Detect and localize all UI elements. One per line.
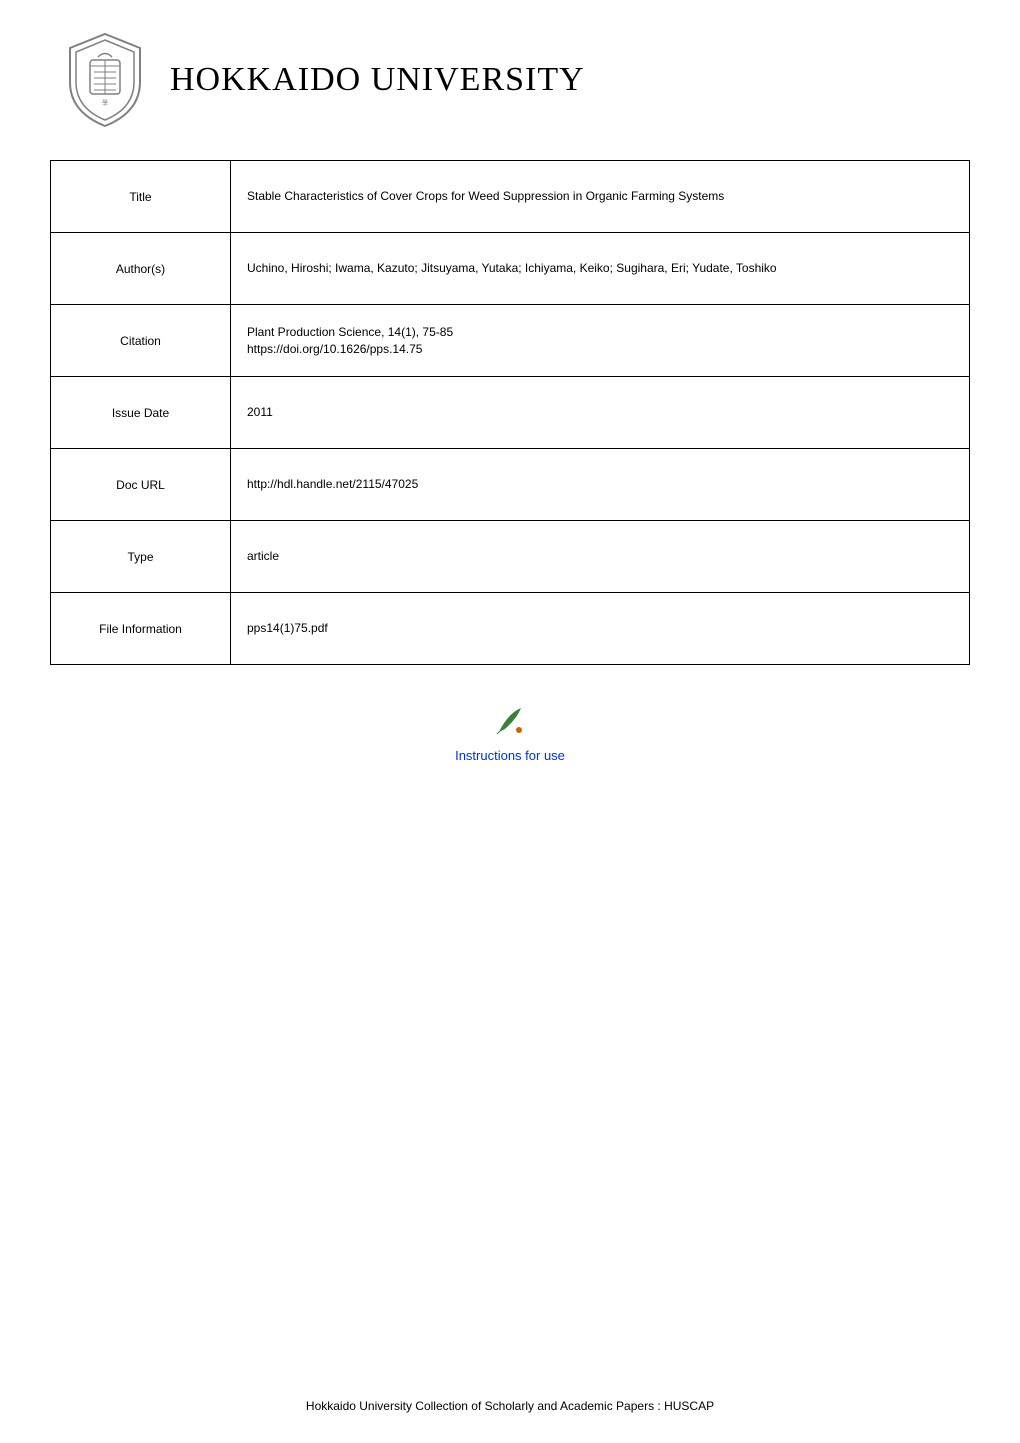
label-type: Type [51,521,231,593]
table-row: File Information pps14(1)75.pdf [51,593,970,665]
table-row: Title Stable Characteristics of Cover Cr… [51,161,970,233]
university-name: HOKKAIDO UNIVERSITY [170,61,585,99]
value-title: Stable Characteristics of Cover Crops fo… [231,161,970,233]
quill-icon [494,705,526,737]
table-row: Type article [51,521,970,593]
metadata-table: Title Stable Characteristics of Cover Cr… [50,160,970,665]
svg-text:學: 學 [102,99,108,107]
value-type: article [231,521,970,593]
value-doc-url: http://hdl.handle.net/2115/47025 [231,449,970,521]
instructions-block: Instructions for use [0,705,1020,763]
value-issue-date: 2011 [231,377,970,449]
label-authors: Author(s) [51,233,231,305]
table-row: Issue Date 2011 [51,377,970,449]
label-file-info: File Information [51,593,231,665]
value-authors: Uchino, Hiroshi; Iwama, Kazuto; Jitsuyam… [231,233,970,305]
footer-text: Hokkaido University Collection of Schola… [0,1399,1020,1413]
label-citation: Citation [51,305,231,377]
value-file-info: pps14(1)75.pdf [231,593,970,665]
label-issue-date: Issue Date [51,377,231,449]
instructions-link[interactable]: Instructions for use [0,748,1020,763]
table-row: Doc URL http://hdl.handle.net/2115/47025 [51,449,970,521]
table-row: Author(s) Uchino, Hiroshi; Iwama, Kazuto… [51,233,970,305]
label-doc-url: Doc URL [51,449,231,521]
value-citation: Plant Production Science, 14(1), 75-85 h… [231,305,970,377]
university-logo-icon: 學 [60,30,150,130]
table-row: Citation Plant Production Science, 14(1)… [51,305,970,377]
page-header: 學 HOKKAIDO UNIVERSITY [0,0,1020,150]
label-title: Title [51,161,231,233]
